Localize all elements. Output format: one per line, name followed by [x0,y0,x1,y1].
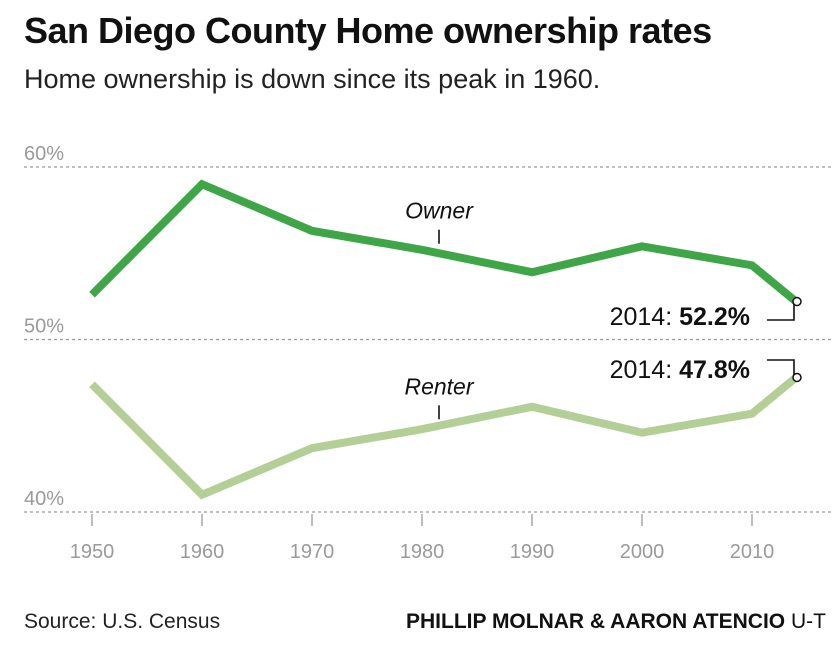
chart-title: San Diego County Home ownership rates [24,10,712,51]
x-tick-label: 2000 [620,541,665,563]
series-lines: Owner Renter [89,179,799,500]
annotation-prefix: 2014: [610,303,680,331]
x-tick-label: 1990 [510,541,555,563]
series-label-renter: Renter [404,373,474,399]
annotation-endpoint-marker [792,372,802,383]
y-tick-label: 60% [24,143,64,165]
annotation-label: 2014: 52.2% [610,303,750,331]
annotation-label: 2014: 47.8% [610,356,750,384]
x-tick-label: 1960 [180,541,225,563]
source-note: Source: U.S. Census [24,610,221,633]
y-tick-label: 40% [24,488,64,510]
x-tick-label: 1970 [290,541,335,563]
annotation-leader [767,359,795,378]
credit-names: PHILLIP MOLNAR & AARON ATENCIO [405,610,786,633]
x-tick-label: 1950 [70,541,115,563]
annotation-endpoint-marker [792,296,802,307]
annotation-leader [767,301,795,321]
chart-subtitle: Home ownership is down since its peak in… [24,64,601,94]
x-tick-label: 2010 [730,541,775,563]
series-label-owner: Owner [405,198,474,224]
annotations: 2014: 52.2%2014: 47.8% [610,296,802,384]
annotation-prefix: 2014: [610,356,680,384]
annotation-value: 47.8% [679,356,750,384]
x-tick-label: 1980 [400,541,445,563]
y-axis-ticks: 60% 50% 40% [24,143,64,510]
credit-org: U-T [791,610,826,633]
x-axis-ticks: 1950 1960 1970 1980 1990 2000 2010 [70,514,775,563]
series-line-renter [89,374,799,500]
series-line-owner [89,179,799,305]
annotation-value: 52.2% [679,303,750,331]
y-tick-label: 50% [24,316,64,338]
credit-line: PHILLIP MOLNAR & AARON ATENCIO U-T [406,610,826,634]
gridlines [24,166,832,513]
line-chart: 60% 50% 40% 1950 1960 1970 1980 1990 2000 2010 O… [24,143,832,563]
